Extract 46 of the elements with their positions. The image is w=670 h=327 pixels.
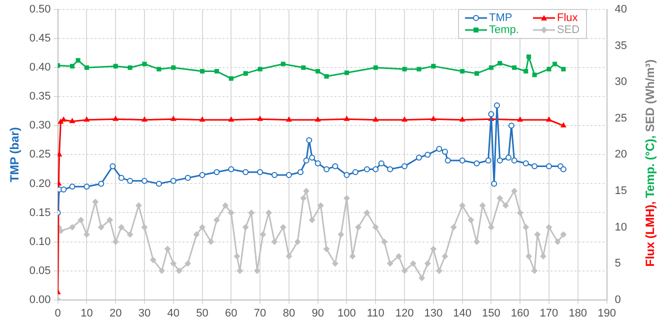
y-tick-label: 0.30 — [29, 120, 51, 132]
legend-label: TMP — [489, 12, 512, 24]
y2-tick-label: 30 — [614, 76, 628, 88]
x-tick-label: 20 — [109, 307, 122, 320]
y-tick-label: 0.25 — [29, 148, 51, 161]
x-tick-label: 130 — [424, 307, 443, 320]
y-tick-label: 0.20 — [29, 178, 51, 190]
y2-tick-label: 0 — [614, 294, 621, 306]
y2-tick-label: 25 — [614, 112, 628, 124]
x-tick-label: 50 — [196, 307, 208, 320]
x-tick-label: 90 — [312, 307, 324, 320]
y-tick-label: 0.50 — [29, 4, 51, 16]
x-tick-label: 160 — [510, 307, 530, 320]
x-tick-label: 0 — [54, 307, 61, 320]
y2-tick-label: 15 — [614, 185, 628, 198]
legend-label: SED — [556, 24, 580, 36]
y-tick-label: 0.10 — [29, 236, 51, 248]
x-tick-label: 140 — [453, 307, 472, 320]
x-tick-label: 120 — [395, 307, 414, 320]
y-tick-label: 0.05 — [29, 264, 51, 277]
x-tick-label: 60 — [225, 307, 238, 320]
x-tick-label: 80 — [282, 307, 296, 320]
x-tick-label: 150 — [482, 307, 500, 320]
x-tick-label: 170 — [540, 307, 558, 320]
x-tick-label: 10 — [80, 307, 93, 320]
y2-tick-label: 5 — [614, 258, 621, 270]
x-tick-label: 110 — [366, 307, 384, 320]
y-axis-title: TMP (bar) — [8, 127, 22, 182]
x-tick-label: 180 — [568, 307, 588, 320]
x-tick-label: 30 — [138, 307, 151, 320]
y2-tick-label: 40 — [614, 4, 628, 16]
legend-label: Temp. — [489, 24, 519, 36]
y-tick-label: 0.45 — [29, 32, 51, 45]
x-tick-label: 70 — [254, 307, 266, 320]
x-tick-label: 40 — [167, 307, 180, 320]
y-tick-label: 0.40 — [29, 62, 51, 74]
y2-axis-title: Flux (LMH), Temp. (°C), SED (Wh/m³) — [643, 59, 657, 267]
y-tick-label: 0.00 — [29, 294, 51, 306]
legend-label: Flux — [556, 12, 578, 24]
y2-tick-label: 20 — [614, 148, 628, 161]
x-tick-label: 190 — [598, 307, 616, 320]
x-tick-label: 100 — [338, 307, 356, 320]
y-tick-label: 0.35 — [29, 90, 51, 103]
y-tick-label: 0.15 — [29, 206, 51, 219]
y2-tick-label: 35 — [614, 40, 628, 52]
y2-tick-label: 10 — [614, 221, 628, 234]
